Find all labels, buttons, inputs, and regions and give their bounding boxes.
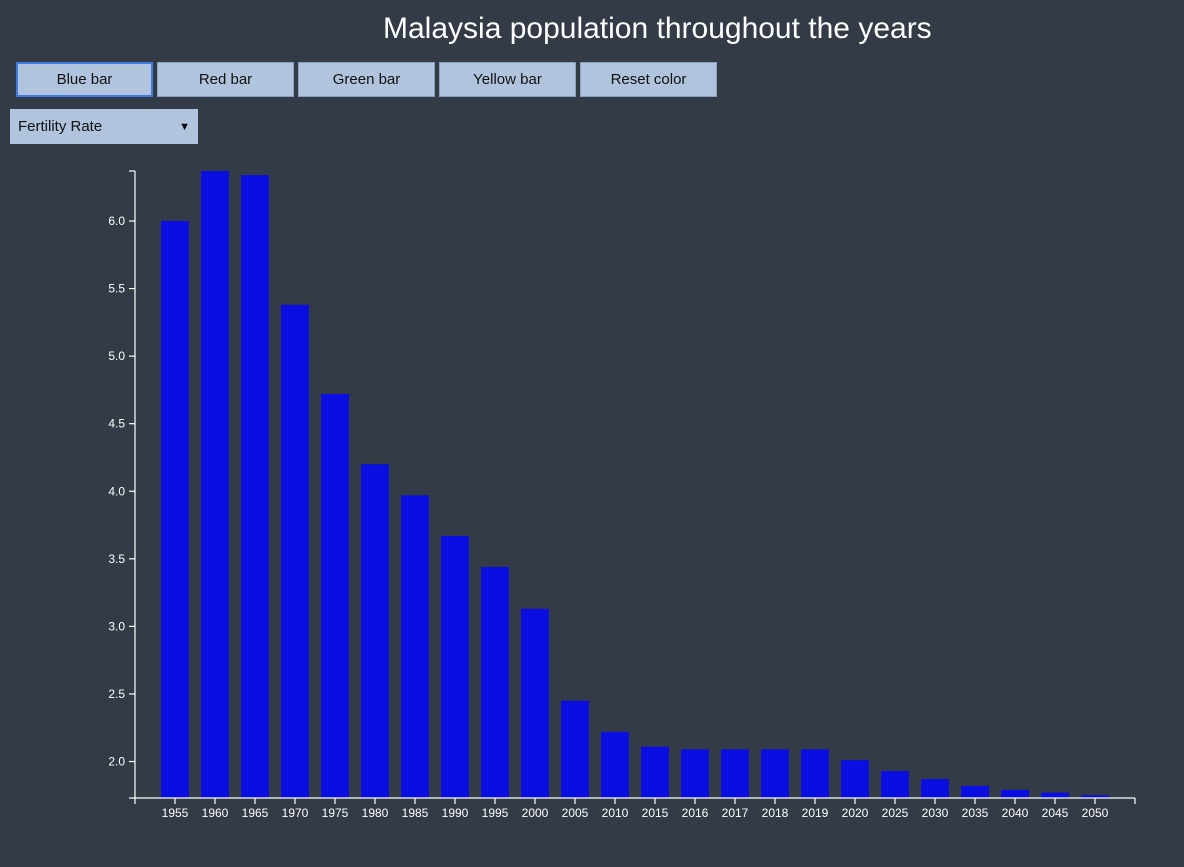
bar [921,779,949,798]
bar [201,171,229,798]
bar [601,731,629,798]
x-tick-label: 1980 [362,806,389,820]
x-tick-label: 2020 [842,806,869,820]
page-title: Malaysia population throughout the years [383,12,932,45]
blue-bar-button[interactable]: Blue bar [16,62,153,97]
bar [1001,789,1029,798]
x-tick-label: 2015 [642,806,669,820]
bar [721,749,749,798]
x-tick-label: 2030 [922,806,949,820]
bar [681,749,709,798]
color-toolbar: Blue bar Red bar Green bar Yellow bar Re… [16,62,717,97]
bar [761,749,789,798]
x-tick-label: 1955 [162,806,189,820]
y-tick-label: 2.0 [108,755,125,769]
bar [441,535,469,798]
x-tick-label: 2019 [802,806,829,820]
green-bar-button[interactable]: Green bar [298,62,435,97]
bar [241,175,269,798]
x-tick-label: 2016 [682,806,709,820]
bar [561,700,589,798]
x-tick-label: 2045 [1042,806,1069,820]
bar [321,393,349,798]
y-tick-label: 3.0 [108,619,125,633]
x-tick-label: 2035 [962,806,989,820]
x-tick-label: 1975 [322,806,349,820]
x-tick-label: 2025 [882,806,909,820]
bar [841,760,869,798]
reset-color-button[interactable]: Reset color [580,62,717,97]
dropdown-arrow-icon: ▼ [179,120,190,133]
x-tick-label: 2010 [602,806,629,820]
x-tick-label: 2017 [722,806,749,820]
bar [641,746,669,798]
bar [361,464,389,798]
bar [881,770,909,798]
bar [281,304,309,798]
yellow-bar-button[interactable]: Yellow bar [439,62,576,97]
x-tick-label: 1960 [202,806,229,820]
x-tick-label: 1965 [242,806,269,820]
bar [1081,795,1109,798]
x-tick-label: 1970 [282,806,309,820]
x-tick-label: 2005 [562,806,589,820]
x-tick-label: 1985 [402,806,429,820]
x-tick-label: 2050 [1082,806,1109,820]
y-tick-label: 5.0 [108,349,125,363]
x-tick-label: 2000 [522,806,549,820]
bar [1041,792,1069,798]
y-tick-label: 2.5 [108,687,125,701]
y-tick-label: 3.5 [108,552,125,566]
x-tick-label: 1995 [482,806,509,820]
bar [481,566,509,798]
y-tick-label: 5.5 [108,282,125,296]
bar [961,785,989,798]
bar [161,220,189,798]
x-tick-label: 1990 [442,806,469,820]
y-tick-label: 6.0 [108,214,125,228]
x-tick-label: 2018 [762,806,789,820]
bar [801,749,829,798]
y-tick-label: 4.0 [108,484,125,498]
bar [521,608,549,798]
metric-select-value: Fertility Rate [18,118,103,135]
y-tick-label: 4.5 [108,417,125,431]
red-bar-button[interactable]: Red bar [157,62,294,97]
bar [401,495,429,798]
x-tick-label: 2040 [1002,806,1029,820]
metric-select[interactable]: Fertility Rate ▼ [10,109,198,144]
